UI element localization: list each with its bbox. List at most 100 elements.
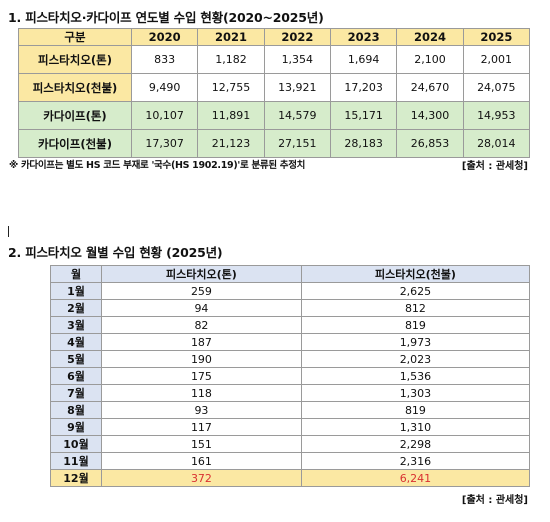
source-label: [출처 : 관세청] [461,161,528,172]
cell: 2,001 [462,45,531,74]
header-cell: 2022 [263,28,331,46]
header-cell: 2020 [130,28,199,46]
cell: 2,023 [300,350,531,368]
monthly-import-table: 월 피스타치오(톤) 피스타치오(천불) 1월 259 2,625 2월 94 812 … [50,265,531,487]
cell: 117 [101,418,302,436]
table-row: 피스타치오(톤) 833 1,182 1,354 1,694 2,100 2,0… [18,45,531,74]
month-cell: 5월 [50,350,102,368]
month-cell: 2월 [50,299,102,317]
row-label: 피스타치오(천불) [18,73,132,102]
table-row: 10월 151 2,298 [50,435,531,453]
cell: 1,182 [197,45,265,74]
table-row: 11월 161 2,316 [50,452,531,470]
table-row: 1월 259 2,625 [50,282,531,300]
table-row: 7월 118 1,303 [50,384,531,402]
table-row: 4월 187 1,973 [50,333,531,351]
header-cell: 2023 [329,28,398,46]
month-cell: 3월 [50,316,102,334]
cell: 9,490 [130,73,199,102]
section1-title: 1. 피스타치오·카다이프 연도별 수입 현황(2020~2025년) [8,10,324,25]
cell: 2,625 [300,282,531,300]
row-label: 피스타치오(톤) [18,45,132,74]
month-cell: 9월 [50,418,102,436]
cell: 26,853 [396,129,464,158]
cell: 17,307 [130,129,199,158]
header-cell: 2024 [396,28,464,46]
cell: 93 [101,401,302,419]
yearly-import-table: 구분 2020 2021 2022 2023 2024 2025 피스타치오(톤… [18,28,531,158]
footnote: ※ 카다이프는 별도 HS 코드 부재로 '국수(HS 1902.19)'로 분… [9,160,306,171]
month-cell: 10월 [50,435,102,453]
cell: 187 [101,333,302,351]
cell: 94 [101,299,302,317]
cell: 17,203 [329,73,398,102]
cell: 833 [130,45,199,74]
header-cell: 2025 [462,28,531,46]
cell: 1,354 [263,45,331,74]
cell: 24,670 [396,73,464,102]
cell: 2,298 [300,435,531,453]
highlight-cell: 6,241 [300,469,531,487]
table-row: 3월 82 819 [50,316,531,334]
cell: 151 [101,435,302,453]
table-row: 카다이프(톤) 10,107 11,891 14,579 15,171 14,3… [18,101,531,130]
cell: 82 [101,316,302,334]
cell: 14,300 [396,101,464,130]
source-label: [출처 : 관세청] [461,495,528,506]
cell: 812 [300,299,531,317]
header-cell: 피스타치오(톤) [101,265,302,283]
cell: 819 [300,316,531,334]
cell: 10,107 [130,101,199,130]
cell: 11,891 [197,101,265,130]
table-row: 5월 190 2,023 [50,350,531,368]
cell: 1,536 [300,367,531,385]
text-cursor [8,226,9,237]
cell: 27,151 [263,129,331,158]
table-row: 8월 93 819 [50,401,531,419]
cell: 118 [101,384,302,402]
table-row: 카다이프(천불) 17,307 21,123 27,151 28,183 26,… [18,129,531,158]
row-label: 카다이프(톤) [18,101,132,130]
cell: 2,100 [396,45,464,74]
cell: 259 [101,282,302,300]
table-row: 피스타치오(천불) 9,490 12,755 13,921 17,203 24,… [18,73,531,102]
table-row: 9월 117 1,310 [50,418,531,436]
month-cell: 1월 [50,282,102,300]
table-header-row: 월 피스타치오(톤) 피스타치오(천불) [50,265,531,283]
cell: 21,123 [197,129,265,158]
highlight-cell: 372 [101,469,302,487]
cell: 15,171 [329,101,398,130]
cell: 13,921 [263,73,331,102]
table-row: 2월 94 812 [50,299,531,317]
cell: 12,755 [197,73,265,102]
month-cell: 7월 [50,384,102,402]
month-cell: 11월 [50,452,102,470]
table-row: 12월 372 6,241 [50,469,531,487]
header-cell: 피스타치오(천불) [300,265,531,283]
cell: 14,953 [462,101,531,130]
cell: 28,183 [329,129,398,158]
month-cell: 12월 [50,469,102,487]
cell: 1,310 [300,418,531,436]
month-cell: 6월 [50,367,102,385]
cell: 175 [101,367,302,385]
cell: 1,973 [300,333,531,351]
cell: 24,075 [462,73,531,102]
cell: 1,694 [329,45,398,74]
month-cell: 4월 [50,333,102,351]
row-label: 카다이프(천불) [18,129,132,158]
header-cell: 구분 [18,28,132,46]
cell: 14,579 [263,101,331,130]
month-cell: 8월 [50,401,102,419]
cell: 161 [101,452,302,470]
header-cell: 월 [50,265,102,283]
table-row: 6월 175 1,536 [50,367,531,385]
section2-title: 2. 피스타치오 월별 수입 현황 (2025년) [8,245,223,260]
cell: 819 [300,401,531,419]
header-cell: 2021 [197,28,265,46]
cell: 190 [101,350,302,368]
cell: 28,014 [462,129,531,158]
cell: 1,303 [300,384,531,402]
cell: 2,316 [300,452,531,470]
table-header-row: 구분 2020 2021 2022 2023 2024 2025 [18,28,531,46]
